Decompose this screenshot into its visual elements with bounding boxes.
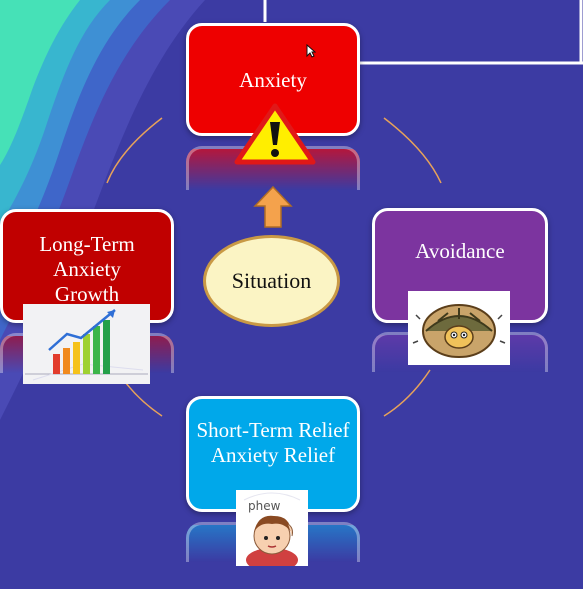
situation-oval[interactable]: Situation — [203, 235, 340, 327]
anxiety-label: Anxiety — [239, 68, 307, 92]
situation-label: Situation — [231, 268, 312, 293]
phew-relief-boy-icon: phew — [243, 492, 301, 566]
growth-picture — [23, 304, 150, 384]
avoidance-label: Avoidance — [415, 239, 505, 263]
turtle-picture — [408, 291, 510, 365]
phew-picture: phew — [236, 490, 308, 566]
up-arrow-icon — [253, 185, 293, 228]
phew-caption: phew — [248, 499, 281, 513]
long-term-growth-label: Long-Term Anxiety Growth — [39, 232, 135, 306]
rising-bar-chart-icon — [25, 309, 148, 381]
mouse-cursor-icon — [306, 44, 316, 58]
turtle-in-shell-icon — [412, 304, 506, 358]
warning-icon — [234, 103, 316, 165]
short-term-relief-label: Short-Term Relief Anxiety Relief — [196, 418, 350, 467]
